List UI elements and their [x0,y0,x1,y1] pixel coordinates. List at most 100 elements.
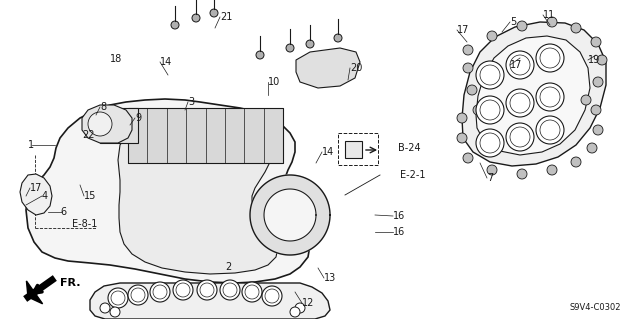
Circle shape [150,282,170,302]
Text: 16: 16 [393,227,405,237]
Circle shape [223,283,237,297]
Circle shape [334,34,342,42]
Circle shape [108,288,128,308]
Circle shape [192,14,200,22]
Polygon shape [100,108,138,143]
Circle shape [540,87,560,107]
Bar [338,133,378,165]
Circle shape [262,286,282,306]
Circle shape [571,157,581,167]
Circle shape [476,96,504,124]
Text: 14: 14 [322,147,334,157]
Circle shape [128,285,148,305]
Text: 12: 12 [302,298,314,308]
Circle shape [476,129,504,157]
Text: 18: 18 [110,54,122,64]
Polygon shape [26,281,43,304]
Polygon shape [264,189,316,241]
Circle shape [536,83,564,111]
Circle shape [171,21,179,29]
Circle shape [540,120,560,140]
Circle shape [265,289,279,303]
Circle shape [476,61,504,89]
Polygon shape [462,22,606,166]
Circle shape [587,143,597,153]
Text: E-8-1: E-8-1 [72,219,97,229]
Circle shape [536,44,564,72]
Text: 6: 6 [60,207,66,217]
Text: S9V4-C0302: S9V4-C0302 [570,302,621,311]
Circle shape [536,116,564,144]
Circle shape [480,133,500,153]
Circle shape [540,48,560,68]
Circle shape [463,63,473,73]
Polygon shape [90,283,330,319]
Circle shape [245,285,259,299]
Circle shape [510,93,530,113]
Text: E-2-1: E-2-1 [400,170,426,180]
Circle shape [506,51,534,79]
Text: 10: 10 [268,77,280,87]
Text: 19: 19 [588,55,600,65]
Text: 3: 3 [188,97,194,107]
Text: 17: 17 [30,183,42,193]
Circle shape [517,169,527,179]
Circle shape [210,9,218,17]
Circle shape [593,125,603,135]
Circle shape [517,21,527,31]
Circle shape [88,112,112,136]
Circle shape [591,105,601,115]
Circle shape [110,307,120,317]
Circle shape [547,17,557,27]
Text: 7: 7 [487,173,493,183]
Text: 2: 2 [225,262,231,272]
Circle shape [176,283,190,297]
Circle shape [111,291,125,305]
Circle shape [480,100,500,120]
Circle shape [480,65,500,85]
Circle shape [200,283,214,297]
Polygon shape [296,48,360,88]
Circle shape [547,165,557,175]
Text: 8: 8 [100,102,106,112]
Text: 5: 5 [510,17,516,27]
Circle shape [487,165,497,175]
Circle shape [581,95,591,105]
Text: 17: 17 [510,60,522,70]
Polygon shape [345,141,362,158]
Circle shape [463,153,473,163]
Circle shape [131,288,145,302]
Text: 21: 21 [220,12,232,22]
Polygon shape [26,99,310,283]
Circle shape [197,280,217,300]
Polygon shape [82,105,132,143]
Text: 17: 17 [457,25,469,35]
Circle shape [153,285,167,299]
Text: 9: 9 [135,113,141,123]
Circle shape [173,280,193,300]
Circle shape [510,55,530,75]
Circle shape [100,303,110,313]
Polygon shape [20,174,52,215]
Text: 16: 16 [393,211,405,221]
Polygon shape [476,36,590,155]
Circle shape [457,133,467,143]
Circle shape [487,31,497,41]
Text: 13: 13 [324,273,336,283]
Circle shape [286,44,294,52]
Text: 11: 11 [543,10,556,20]
Circle shape [295,303,305,313]
Text: 15: 15 [84,191,97,201]
Text: 20: 20 [350,63,362,73]
Circle shape [593,77,603,87]
Circle shape [467,85,477,95]
Bar [128,108,283,163]
Circle shape [506,89,534,117]
Circle shape [473,105,483,115]
Circle shape [457,113,467,123]
Circle shape [506,123,534,151]
Circle shape [591,37,601,47]
Text: 1: 1 [28,140,34,150]
Polygon shape [118,114,278,274]
Circle shape [510,127,530,147]
